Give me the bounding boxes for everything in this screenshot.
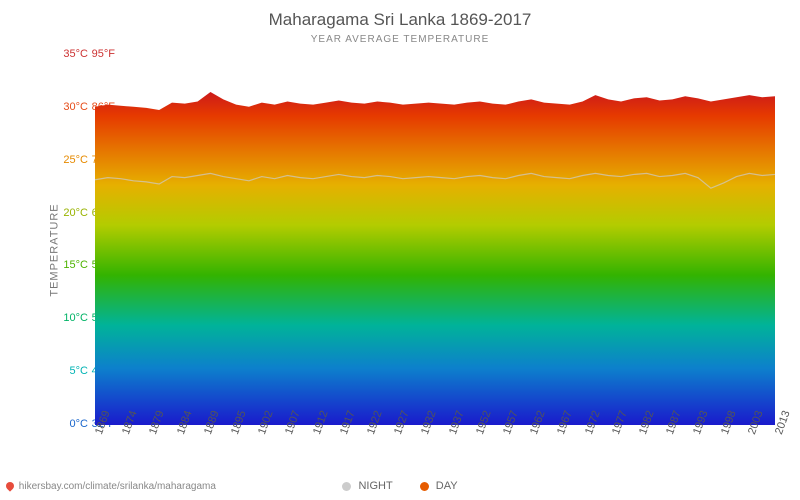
legend-night: NIGHT — [342, 480, 392, 492]
legend-day: DAY — [420, 480, 458, 492]
ytick-c: 0°C — [53, 418, 88, 430]
ytick-c: 30°C — [53, 101, 88, 113]
ytick-c: 25°C — [53, 154, 88, 166]
chart-area — [95, 55, 775, 425]
chart-subtitle: YEAR AVERAGE TEMPERATURE — [0, 34, 800, 45]
footer-url: hikersbay.com/climate/srilanka/maharagam… — [19, 481, 216, 492]
temperature-plot — [95, 55, 775, 425]
footer-link[interactable]: hikersbay.com/climate/srilanka/maharagam… — [6, 481, 216, 492]
pin-icon — [4, 481, 15, 492]
ytick-c: 15°C — [53, 259, 88, 271]
xtick: 2013 — [773, 409, 793, 436]
ytick-c: 35°C — [53, 48, 88, 60]
legend-day-label: DAY — [436, 480, 458, 492]
ytick-c: 5°C — [53, 365, 88, 377]
legend-dot-day — [420, 482, 429, 491]
ytick-c: 20°C — [53, 207, 88, 219]
ytick-c: 10°C — [53, 312, 88, 324]
chart-title: Maharagama Sri Lanka 1869-2017 — [0, 0, 800, 30]
legend-night-label: NIGHT — [358, 480, 392, 492]
legend-dot-night — [342, 482, 351, 491]
day-series-area — [95, 92, 775, 425]
